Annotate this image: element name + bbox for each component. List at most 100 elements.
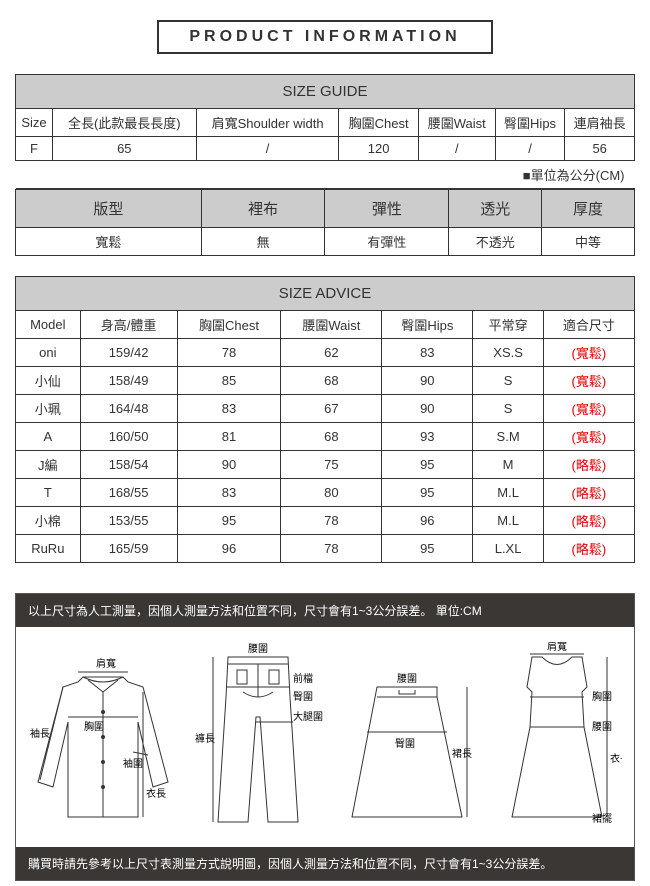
cell: 有彈性 bbox=[325, 228, 449, 256]
fit-cell: (略鬆) bbox=[543, 507, 634, 535]
size-advice-heading: SIZE ADVICE bbox=[16, 277, 635, 311]
cell: oni bbox=[16, 339, 81, 367]
cell: 158/49 bbox=[80, 367, 177, 395]
size-guide-table: SIZE GUIDE Size 全長(此款最長長度) 肩寬Shoulder wi… bbox=[15, 74, 635, 189]
cell: 不透光 bbox=[449, 228, 542, 256]
cell: 78 bbox=[177, 339, 281, 367]
pants-diagram-icon: 腰圍 前檔 臀圍 大腿圍 褲長 bbox=[193, 642, 323, 832]
cell: 小棉 bbox=[16, 507, 81, 535]
col-header: 平常穿 bbox=[473, 311, 543, 339]
cell: 68 bbox=[281, 367, 382, 395]
cell: 78 bbox=[281, 535, 382, 563]
measurement-diagram-box: 以上尺寸為人工測量，因個人測量方法和位置不同，尺寸會有1~3公分誤差。 單位:C… bbox=[15, 593, 635, 881]
col-header: 肩寬Shoulder width bbox=[196, 109, 339, 137]
cell: 75 bbox=[281, 451, 382, 479]
dress-diagram-icon: 肩寬 胸圍 腰圍 衣長 裙擺 bbox=[492, 642, 622, 832]
table-row: 寬鬆 無 有彈性 不透光 中等 bbox=[16, 228, 635, 256]
label: 衣長 bbox=[146, 787, 166, 800]
label: 臀圍 bbox=[395, 738, 415, 750]
cell: S bbox=[473, 367, 543, 395]
cell: S.M bbox=[473, 423, 543, 451]
cell: XS.S bbox=[473, 339, 543, 367]
cell: 95 bbox=[382, 479, 473, 507]
size-guide-heading: SIZE GUIDE bbox=[16, 75, 635, 109]
table-row: 小珮164/48836790S(寬鬆) bbox=[16, 395, 635, 423]
cell: 寬鬆 bbox=[16, 228, 202, 256]
label: 衣長 bbox=[610, 752, 622, 765]
cell: 67 bbox=[281, 395, 382, 423]
label: 袖長 bbox=[30, 727, 50, 740]
table-row: J編158/54907595M(略鬆) bbox=[16, 451, 635, 479]
col-header: Size bbox=[16, 109, 53, 137]
fit-cell: (寬鬆) bbox=[543, 339, 634, 367]
cell: 78 bbox=[281, 507, 382, 535]
table-row: F 65 / 120 / / 56 bbox=[16, 137, 635, 161]
label: 前檔 bbox=[293, 672, 313, 685]
measurement-diagrams: 肩寬 胸圍 袖長 袖圍 衣長 腰圍 前檔 臀圍 大腿圍 褲長 bbox=[16, 627, 634, 847]
table-row: 小仙158/49856890S(寬鬆) bbox=[16, 367, 635, 395]
label: 裙長 bbox=[452, 747, 472, 760]
cell: 93 bbox=[382, 423, 473, 451]
col-header: 臀圍Hips bbox=[495, 109, 565, 137]
cell: / bbox=[196, 137, 339, 161]
cell: 158/54 bbox=[80, 451, 177, 479]
col-header: 腰圍Waist bbox=[418, 109, 495, 137]
table-row: 小棉153/55957896M.L(略鬆) bbox=[16, 507, 635, 535]
cell: / bbox=[495, 137, 565, 161]
skirt-diagram-icon: 腰圍 臀圍 裙長 bbox=[337, 672, 477, 832]
shirt-diagram-icon: 肩寬 胸圍 袖長 袖圍 衣長 bbox=[28, 652, 178, 832]
fit-cell: (略鬆) bbox=[543, 535, 634, 563]
col-header: 胸圍Chest bbox=[339, 109, 418, 137]
cell: 56 bbox=[565, 137, 635, 161]
col-header: Model bbox=[16, 311, 81, 339]
cell: M.L bbox=[473, 507, 543, 535]
cell: L.XL bbox=[473, 535, 543, 563]
cell: 65 bbox=[52, 137, 196, 161]
col-header: 版型 bbox=[16, 190, 202, 228]
label: 大腿圍 bbox=[293, 710, 323, 723]
col-header: 厚度 bbox=[542, 190, 635, 228]
cell: 90 bbox=[177, 451, 281, 479]
label: 肩寬 bbox=[547, 642, 567, 653]
cell: 96 bbox=[382, 507, 473, 535]
cell: 小仙 bbox=[16, 367, 81, 395]
cell: 85 bbox=[177, 367, 281, 395]
col-header: 全長(此款最長長度) bbox=[52, 109, 196, 137]
cell: 無 bbox=[201, 228, 325, 256]
label: 腰圍 bbox=[397, 673, 417, 685]
fit-cell: (略鬆) bbox=[543, 479, 634, 507]
cell: 160/50 bbox=[80, 423, 177, 451]
label: 臀圍 bbox=[293, 691, 313, 703]
cell: A bbox=[16, 423, 81, 451]
cell: 96 bbox=[177, 535, 281, 563]
fit-cell: (寬鬆) bbox=[543, 395, 634, 423]
label: 腰圍 bbox=[592, 721, 612, 733]
note-bottom: 購買時請先參考以上尺寸表測量方式說明圖，因個人測量方法和位置不同，尺寸會有1~3… bbox=[16, 847, 634, 880]
col-header: 裡布 bbox=[201, 190, 325, 228]
cell: J編 bbox=[16, 451, 81, 479]
cell: 83 bbox=[177, 479, 281, 507]
label: 胸圍 bbox=[592, 690, 612, 703]
cell: 164/48 bbox=[80, 395, 177, 423]
cell: 120 bbox=[339, 137, 418, 161]
table-row: oni159/42786283XS.S(寬鬆) bbox=[16, 339, 635, 367]
cell: 95 bbox=[382, 535, 473, 563]
cell: 小珮 bbox=[16, 395, 81, 423]
table-row: Model 身高/體重 胸圍Chest 腰圍Waist 臀圍Hips 平常穿 適… bbox=[16, 311, 635, 339]
cell: 62 bbox=[281, 339, 382, 367]
col-header: 適合尺寸 bbox=[543, 311, 634, 339]
table-row: Size 全長(此款最長長度) 肩寬Shoulder width 胸圍Chest… bbox=[16, 109, 635, 137]
cell: 中等 bbox=[542, 228, 635, 256]
cell: / bbox=[418, 137, 495, 161]
cell: 90 bbox=[382, 367, 473, 395]
cell: 165/59 bbox=[80, 535, 177, 563]
col-header: 連肩袖長 bbox=[565, 109, 635, 137]
col-header: 身高/體重 bbox=[80, 311, 177, 339]
table-row: A160/50816893S.M(寬鬆) bbox=[16, 423, 635, 451]
col-header: 透光 bbox=[449, 190, 542, 228]
cell: F bbox=[16, 137, 53, 161]
cell: S bbox=[473, 395, 543, 423]
label: 胸圍 bbox=[84, 720, 104, 733]
fit-table: 版型 裡布 彈性 透光 厚度 寬鬆 無 有彈性 不透光 中等 bbox=[15, 189, 635, 256]
cell: 159/42 bbox=[80, 339, 177, 367]
